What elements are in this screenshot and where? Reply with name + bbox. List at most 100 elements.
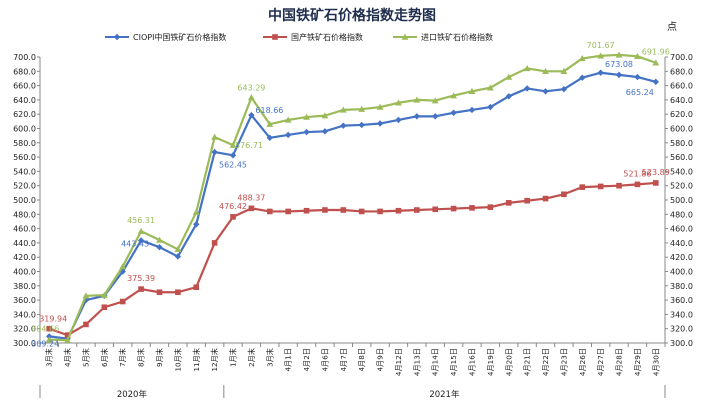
x-tick-label: 4月20日: [504, 348, 513, 376]
x-tick-label: 4月26日: [578, 348, 587, 376]
x-tick-label: 4月1日: [284, 348, 293, 372]
y-tick-label: 400.0: [670, 268, 693, 277]
data-point: [303, 128, 310, 136]
data-point: [505, 73, 513, 80]
data-point: [450, 205, 457, 212]
y-tick-label: 320.0: [670, 325, 693, 334]
data-point: [303, 207, 310, 214]
x-tick-label: 1月末: [229, 348, 238, 367]
data-point: [82, 292, 90, 299]
data-point: [634, 52, 641, 60]
y-tick-label: 360.0: [670, 296, 693, 305]
x-tick-label: 4月27日: [596, 348, 605, 376]
data-point: [615, 51, 623, 58]
data-label: 618.66: [255, 106, 283, 115]
data-point: [395, 116, 402, 124]
y-tick-label: 500.0: [13, 196, 36, 205]
data-label: 319.94: [39, 315, 67, 324]
data-point: [193, 221, 200, 228]
data-point: [83, 321, 89, 328]
data-point: [523, 65, 531, 72]
y-tick-label: 620.0: [670, 110, 693, 119]
data-point: [432, 113, 439, 120]
chart-title: 中国铁矿石价格指数走势图: [268, 7, 436, 24]
legend-label: 进口铁矿石价格指数: [421, 32, 493, 42]
data-point: [229, 152, 237, 159]
legend-marker: [401, 33, 409, 40]
data-point: [192, 208, 200, 215]
data-point: [542, 195, 549, 202]
x-tick-label: 7月末: [118, 348, 127, 367]
x-tick-label: 4月13日: [412, 348, 421, 376]
y-tick-label: 600.0: [13, 125, 36, 134]
x-tick-label: 4月19日: [486, 348, 495, 376]
y-tick-label: 440.0: [13, 239, 36, 248]
x-tick-label: 4月15日: [449, 348, 458, 376]
data-point: [358, 121, 365, 129]
data-point: [487, 204, 494, 210]
data-point: [285, 208, 291, 215]
y-tick-label: 500.0: [670, 196, 693, 205]
x-tick-label: 4月14日: [431, 348, 440, 376]
data-labels: 309.24 443.43 562.45 618.66 673.08 665.24 319.…: [31, 41, 670, 349]
data-point: [156, 243, 163, 251]
y-tick-label: 380.0: [670, 282, 693, 291]
data-point: [450, 109, 457, 116]
data-point: [229, 141, 237, 148]
x-tick-label: 3月末: [45, 348, 54, 367]
data-point: [652, 59, 660, 66]
data-point: [505, 200, 512, 206]
legend-item: CIOPI中国铁矿石价格指数: [105, 32, 226, 42]
data-point: [248, 205, 255, 212]
data-point: [175, 289, 181, 296]
legend-marker: [272, 34, 278, 40]
y-axis-left: 300.0 320.0 340.0 360.0 380.0 400.0 420.0 440.0…: [13, 53, 41, 348]
series-line: [48, 181, 656, 337]
y-tick-label: 560.0: [13, 153, 36, 162]
data-point: [230, 214, 236, 220]
data-label: 476.42: [219, 202, 247, 211]
y-tick-label: 700.0: [13, 53, 36, 62]
series-line: [49, 53, 657, 342]
x-tick-label: 4月21日: [523, 348, 532, 376]
x-tick-label: 4月7日: [339, 348, 348, 372]
x-tick-label: 2月末: [247, 348, 256, 367]
legend-item: 国产铁矿石价格指数: [263, 32, 363, 42]
data-point: [524, 197, 530, 204]
x-tick-label: 4月22日: [541, 348, 550, 376]
year-group-label: 2020年: [117, 389, 148, 400]
series-layer: [45, 51, 660, 343]
data-point: [119, 298, 126, 305]
data-label: 375.39: [127, 274, 155, 283]
y-tick-label: 460.0: [670, 225, 693, 234]
unit-label: 点: [667, 21, 677, 33]
data-point: [579, 74, 586, 81]
data-point: [505, 93, 512, 100]
data-point: [339, 106, 347, 113]
data-point: [431, 97, 439, 104]
x-tick-label: 4月29日: [633, 348, 642, 376]
data-point: [137, 227, 145, 234]
data-point: [653, 180, 659, 186]
data-label: 521.86: [623, 169, 651, 178]
y-tick-label: 600.0: [670, 125, 693, 134]
data-label: 488.37: [237, 193, 265, 202]
data-point: [156, 289, 163, 296]
data-point: [247, 94, 255, 101]
x-tick-label: 4月12日: [394, 348, 403, 376]
data-point: [615, 71, 623, 79]
data-point: [377, 208, 383, 215]
data-point: [523, 85, 531, 92]
data-point: [376, 120, 384, 127]
data-point: [597, 52, 605, 59]
data-point: [211, 133, 219, 140]
data-point: [266, 134, 273, 141]
data-label: 309.24: [31, 339, 59, 348]
data-point: [652, 78, 660, 86]
data-point: [321, 128, 329, 135]
data-point: [469, 205, 475, 211]
data-point: [64, 336, 71, 343]
data-point: [64, 332, 71, 338]
data-point: [137, 237, 145, 244]
x-tick-label: 6月末: [100, 348, 109, 367]
